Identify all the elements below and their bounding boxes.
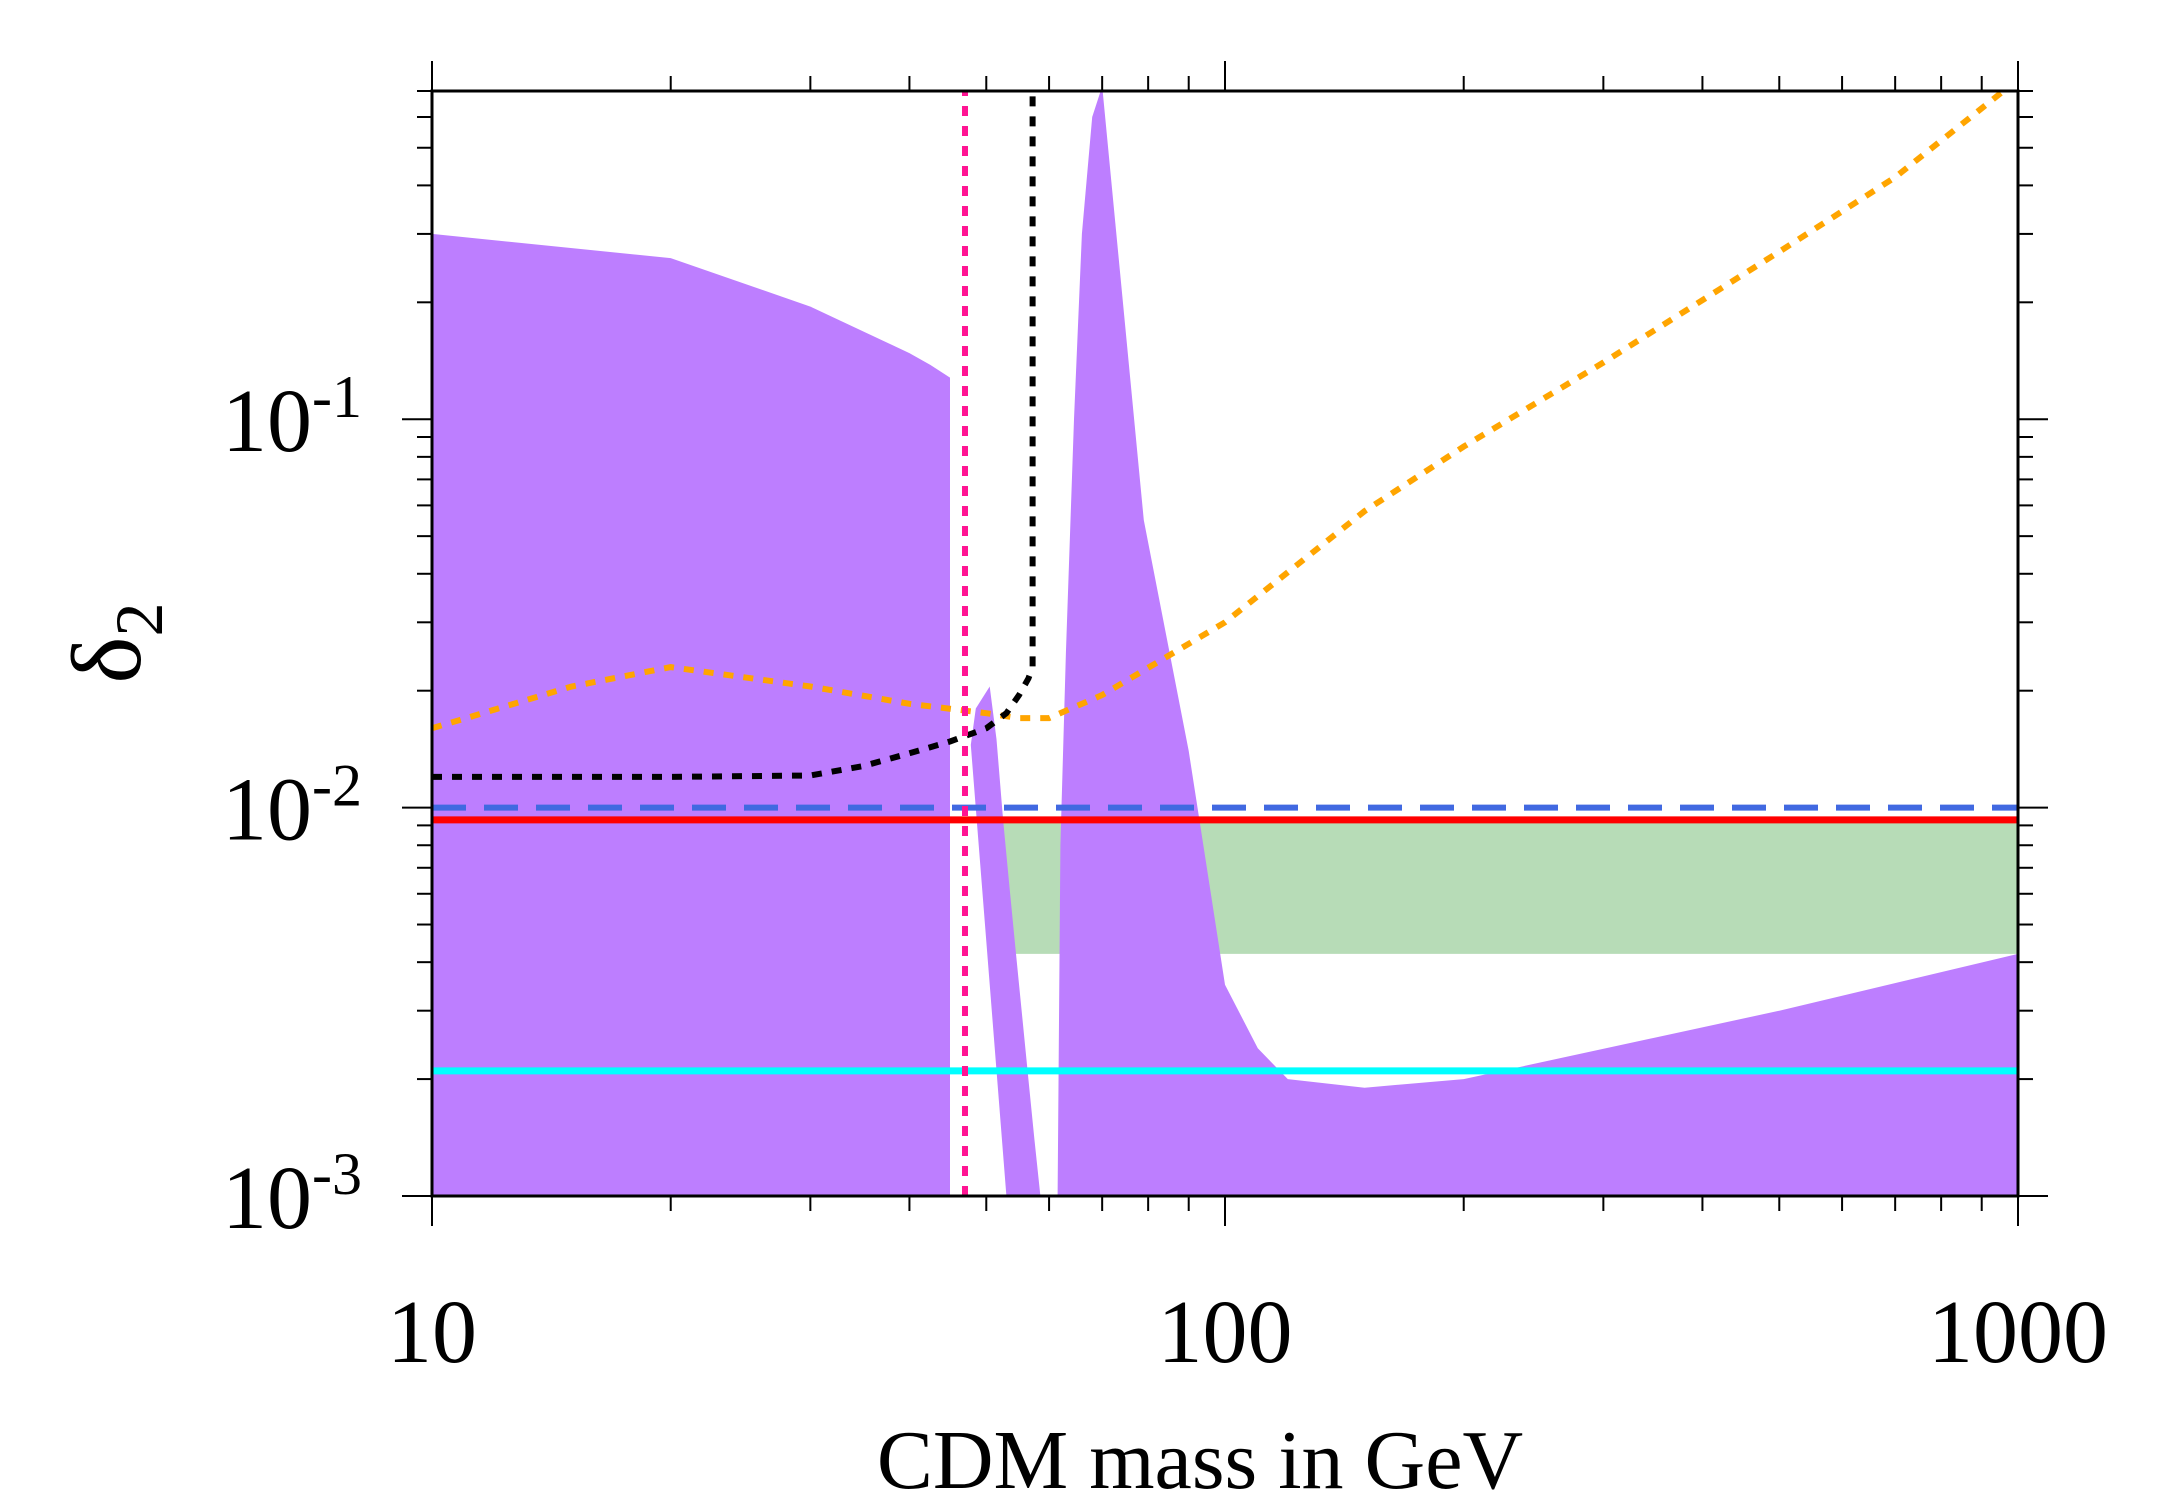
x-tick-labels: 10 100 1000: [387, 1283, 2108, 1382]
y-tick-label-exponent: -3: [312, 1141, 362, 1207]
x-axis-label: CDM mass in GeV: [877, 1414, 1523, 1507]
y-axis-label-main: δ: [51, 636, 162, 683]
x-tick-label: 1000: [1928, 1283, 2108, 1382]
y-tick-label: 10-3: [222, 1141, 362, 1248]
black-dotted-curve: [432, 91, 1036, 780]
chart-lines: [432, 91, 2018, 1196]
x-tick-label: 10: [387, 1283, 477, 1382]
axis-ticks: [402, 61, 2048, 1226]
chart-regions: [432, 91, 2018, 1196]
y-axis-label-subscript: 2: [101, 602, 177, 636]
y-tick-label-exponent: -2: [312, 753, 362, 819]
y-tick-labels: 10-110-210-3: [222, 364, 362, 1248]
y-tick-label-base: 10: [222, 761, 312, 860]
x-tick-label: 100: [1158, 1283, 1293, 1382]
y-tick-label: 10-1: [222, 364, 362, 471]
purple-region-left: [432, 233, 950, 1196]
plot-frame: [430, 89, 2020, 1198]
y-axis-label: δ2: [51, 602, 177, 683]
y-tick-label-base: 10: [222, 1149, 312, 1248]
y-tick-label-exponent: -1: [312, 364, 362, 430]
y-tick-label: 10-2: [222, 753, 362, 860]
purple-region-right: [1057, 91, 2018, 1196]
green-region: [989, 819, 2018, 954]
y-tick-label-base: 10: [222, 372, 312, 471]
